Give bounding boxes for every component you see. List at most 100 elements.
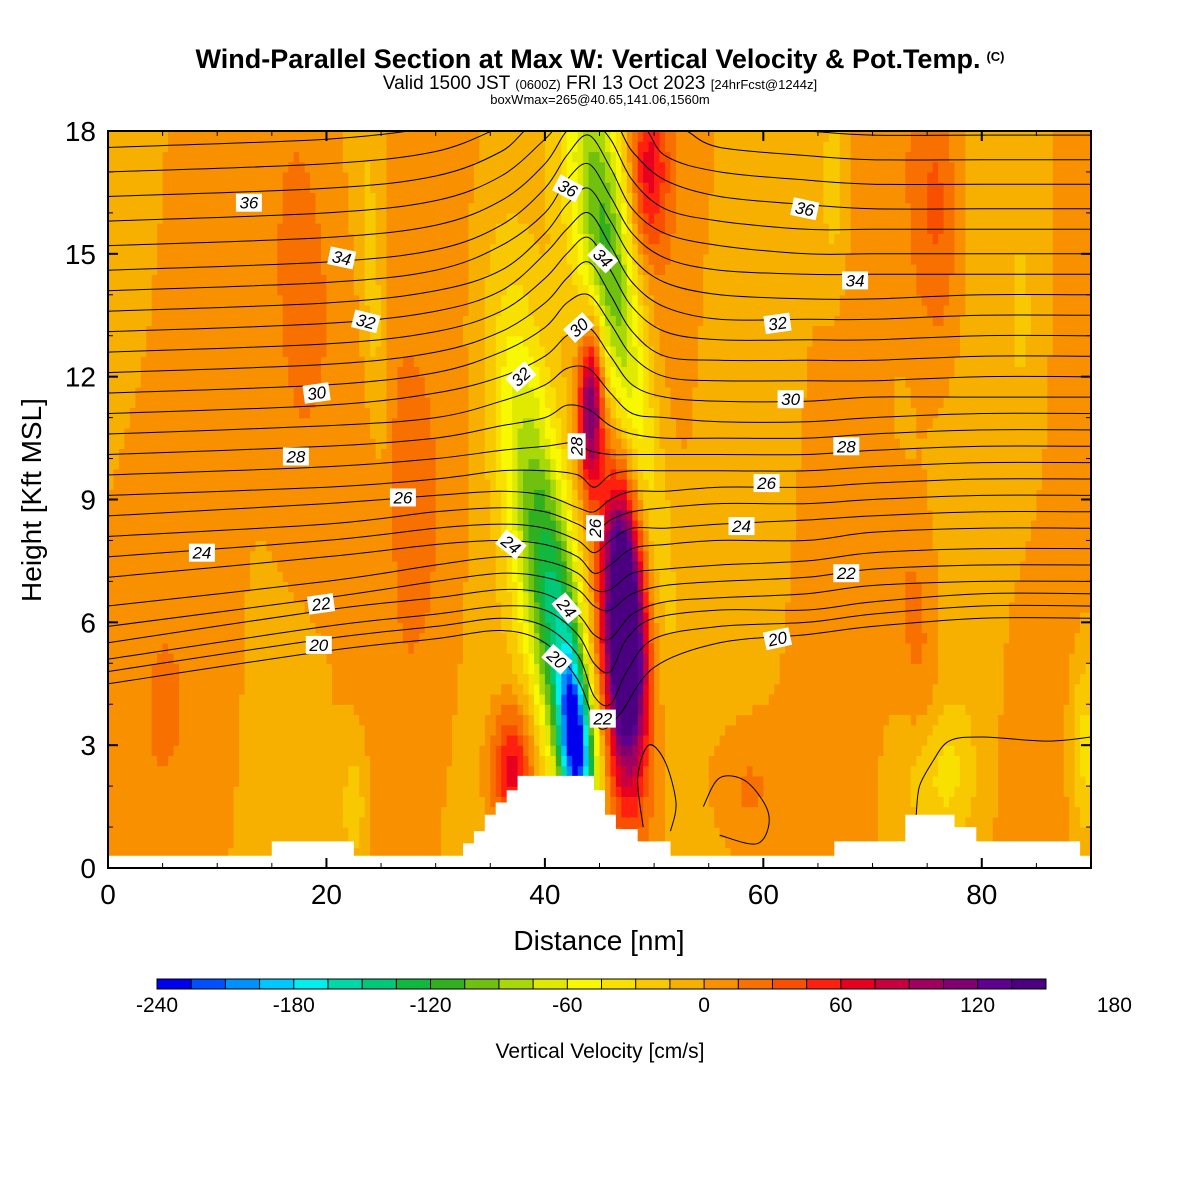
velocity-cell — [987, 816, 994, 828]
velocity-cell — [801, 796, 808, 808]
velocity-cell — [632, 755, 639, 767]
velocity-cell — [637, 724, 644, 736]
velocity-cell — [757, 642, 764, 654]
velocity-cell — [888, 827, 895, 838]
velocity-cell — [381, 734, 388, 746]
velocity-cell — [932, 632, 939, 644]
velocity-cell — [266, 837, 273, 849]
velocity-cell — [430, 847, 437, 859]
velocity-cell — [583, 745, 590, 757]
velocity-cell — [1009, 816, 1016, 828]
velocity-cell — [310, 612, 317, 623]
velocity-cell — [413, 724, 420, 736]
velocity-cell — [954, 806, 961, 818]
velocity-cell — [883, 673, 890, 685]
velocity-cell — [129, 673, 136, 685]
velocity-cell — [615, 755, 622, 767]
velocity-cell — [501, 653, 508, 664]
velocity-cell — [457, 837, 464, 849]
velocity-cell — [184, 704, 191, 716]
velocity-cell — [441, 714, 448, 726]
velocity-cell — [462, 632, 470, 644]
velocity-cell — [626, 765, 633, 777]
velocity-cell — [736, 827, 743, 838]
velocity-cell — [419, 755, 426, 767]
velocity-cell — [260, 755, 267, 767]
velocity-cell — [331, 724, 338, 736]
velocity-cell — [1036, 775, 1043, 787]
velocity-cell — [954, 775, 961, 787]
velocity-cell — [828, 765, 835, 777]
velocity-cell — [987, 693, 994, 705]
velocity-cell — [741, 612, 748, 623]
velocity-cell — [517, 591, 524, 603]
velocity-cell — [233, 581, 240, 593]
velocity-cell — [260, 693, 267, 705]
velocity-cell — [189, 816, 196, 828]
velocity-cell — [583, 622, 590, 634]
velocity-cell — [1030, 591, 1037, 603]
velocity-cell — [523, 734, 530, 746]
velocity-cell — [916, 724, 923, 736]
velocity-cell — [506, 663, 513, 675]
velocity-cell — [916, 653, 923, 664]
velocity-cell — [703, 745, 710, 757]
velocity-cell — [1041, 683, 1048, 695]
velocity-cell — [277, 673, 284, 685]
velocity-cell — [610, 724, 617, 736]
velocity-cell — [544, 642, 551, 654]
velocity-cell — [708, 663, 715, 675]
velocity-cell — [397, 796, 404, 808]
velocity-cell — [178, 622, 186, 634]
velocity-cell — [856, 663, 863, 675]
velocity-cell — [249, 622, 257, 634]
velocity-cell — [512, 663, 519, 675]
velocity-cell — [681, 827, 688, 838]
velocity-cell — [288, 806, 295, 818]
velocity-cell — [768, 837, 775, 849]
velocity-cell — [337, 622, 344, 634]
velocity-cell — [697, 693, 704, 705]
velocity-cell — [381, 642, 388, 654]
velocity-cell — [277, 827, 284, 838]
velocity-cell — [604, 786, 612, 797]
velocity-cell — [566, 642, 573, 654]
velocity-cell — [239, 642, 246, 654]
velocity-cell — [517, 601, 524, 613]
velocity-cell — [419, 816, 426, 828]
velocity-cell — [741, 653, 748, 664]
velocity-cell — [512, 745, 519, 757]
velocity-cell — [954, 796, 961, 808]
velocity-cell — [714, 612, 721, 623]
velocity-cell — [299, 622, 306, 634]
velocity-cell — [353, 632, 360, 644]
velocity-cell — [310, 755, 317, 767]
velocity-cell — [850, 755, 857, 767]
velocity-cell — [850, 653, 857, 664]
velocity-cell — [118, 683, 125, 695]
velocity-cell — [430, 796, 437, 808]
velocity-cell — [1036, 693, 1043, 705]
velocity-cell — [113, 622, 120, 634]
velocity-cell — [129, 683, 136, 695]
velocity-cell — [992, 642, 999, 654]
velocity-cell — [763, 673, 770, 685]
velocity-cell — [1030, 653, 1037, 664]
velocity-cell — [970, 816, 977, 828]
velocity-cell — [271, 673, 278, 685]
velocity-cell — [719, 642, 726, 654]
velocity-cell — [757, 612, 764, 623]
velocity-cell — [282, 673, 289, 685]
velocity-cell — [670, 786, 677, 797]
velocity-cell — [1047, 775, 1054, 787]
velocity-cell — [785, 714, 792, 726]
velocity-cell — [533, 581, 541, 593]
velocity-cell — [129, 806, 136, 818]
velocity-cell — [916, 663, 923, 675]
velocity-cell — [992, 775, 999, 787]
velocity-cell — [189, 663, 196, 675]
velocity-cell — [577, 653, 584, 664]
velocity-cell — [533, 653, 541, 664]
velocity-cell — [326, 663, 333, 675]
velocity-cell — [1047, 806, 1054, 818]
